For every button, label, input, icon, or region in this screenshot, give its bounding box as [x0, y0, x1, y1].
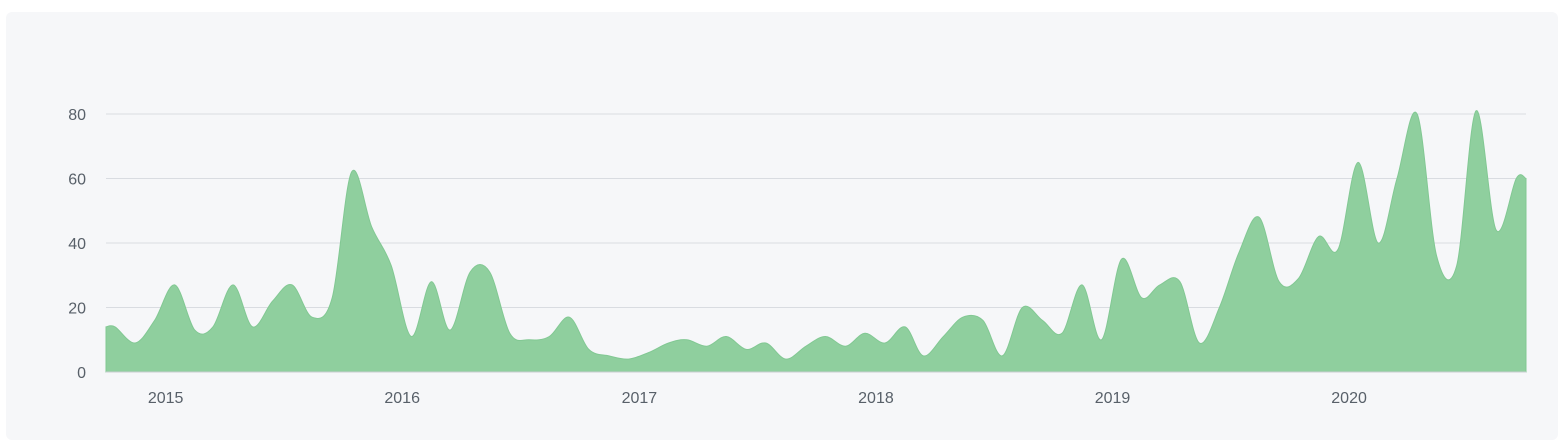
x-tick-label: 2016	[384, 390, 420, 407]
y-tick-label: 0	[77, 365, 86, 382]
y-axis: 0 20 40 60 80	[68, 107, 86, 382]
x-tick-label: 2018	[858, 390, 894, 407]
x-tick-label: 2015	[148, 390, 184, 407]
x-tick-label: 2020	[1331, 390, 1367, 407]
y-tick-label: 40	[68, 236, 86, 253]
x-tick-label: 2019	[1095, 390, 1131, 407]
x-tick-label: 2017	[622, 390, 658, 407]
y-tick-label: 60	[68, 172, 86, 189]
y-tick-label: 80	[68, 107, 86, 124]
x-axis: 2015 2016 2017 2018 2019 2020	[148, 390, 1367, 407]
y-tick-label: 20	[68, 301, 86, 318]
area-series	[105, 110, 1527, 373]
